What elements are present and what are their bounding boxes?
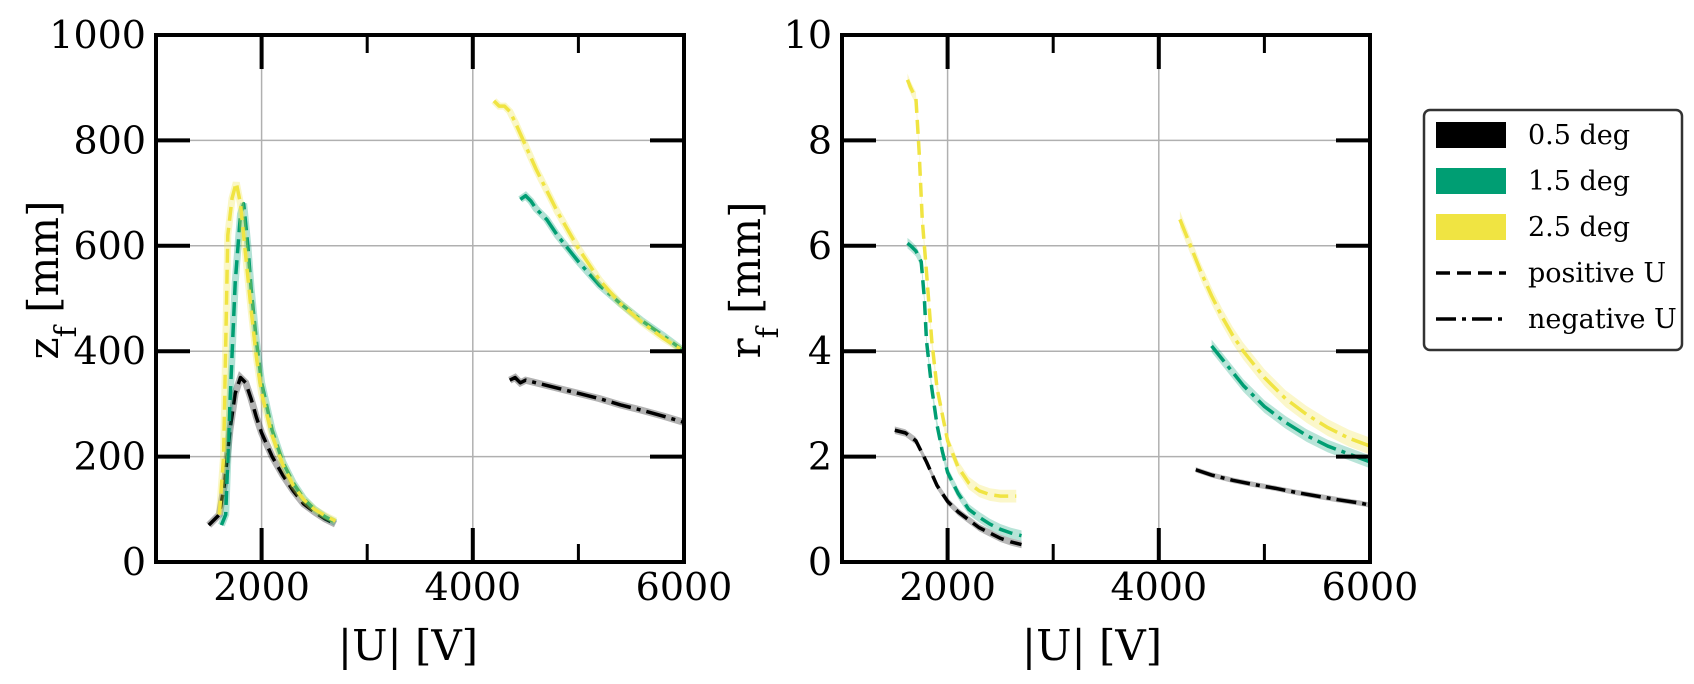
rf-series-15-positive-line [906, 241, 1022, 538]
zf-x-axis-label: |U| [V] [338, 621, 478, 670]
zf-y-axis-label-main: z [19, 337, 68, 359]
legend-item-0-5-deg-swatch [1436, 122, 1506, 148]
rf-series-15-negative-line [1210, 344, 1371, 464]
zf-ytick-label: 400 [73, 329, 146, 373]
rf-ytick-label: 6 [808, 224, 832, 268]
zf-y-axis-label-space [19, 313, 68, 326]
rf-series-05-negative-line [1195, 468, 1371, 507]
legend-item-1-5-deg-swatch [1436, 168, 1506, 194]
rf-xtick-label: 2000 [899, 565, 996, 609]
legend-item-0-5-deg-label: 0.5 deg [1528, 120, 1630, 151]
zf-series-group [206, 98, 687, 528]
zf-ytick-label: 200 [73, 435, 146, 479]
legend-item-2-5-deg-swatch [1436, 214, 1506, 240]
rf-ytick-label: 2 [808, 435, 832, 479]
legend-items: 0.5 deg 1.5 deg 2.5 deg positive U negative … [1436, 120, 1677, 335]
rf-ytick-label: 10 [784, 13, 832, 57]
rf-ytick-label: 4 [808, 329, 832, 373]
legend-item-2-5-deg-label: 2.5 deg [1528, 212, 1630, 243]
rf-ytick-label: 0 [808, 540, 832, 584]
rf-y-axis-label-unit: [mm] [721, 202, 770, 314]
legend-item-1-5-deg-label: 1.5 deg [1528, 166, 1630, 197]
rf-chart-panel: 2000 4000 6000 0 2 4 6 8 10 |U| [V] rf [mm] [721, 13, 1418, 670]
rf-series-group [894, 73, 1371, 549]
legend-item-positive-u-label: positive U [1528, 258, 1666, 289]
zf-y-axis-label-unit: [mm] [19, 200, 68, 312]
zf-xtick-label: 6000 [636, 565, 733, 609]
rf-series-25-positive-line [905, 79, 1017, 498]
legend-item-negative-u-label: negative U [1528, 304, 1677, 335]
zf-plot-frame [154, 33, 686, 564]
rf-grid [842, 34, 1371, 563]
rf-y-axis-label-space [721, 314, 770, 327]
rf-series-05-negative-band [1195, 467, 1370, 508]
rf-x-axis-label: |U| [V] [1022, 621, 1162, 670]
rf-ytick-label: 8 [808, 118, 832, 162]
zf-ytick-label: 1000 [49, 13, 146, 57]
rf-ticks: 2000 4000 6000 0 2 4 6 8 10 [784, 13, 1419, 609]
zf-series-15-positive-line [219, 201, 337, 526]
rf-series-05-positive-line [894, 428, 1022, 547]
zf-series-05-positive-line [207, 375, 337, 527]
zf-series-25-negative-line [492, 99, 685, 353]
zf-chart-panel: 2000 4000 6000 0 200 400 600 800 1000 |U| [V] zf… [19, 13, 732, 670]
rf-y-axis-label-main: r [721, 337, 770, 358]
zf-xtick-label: 4000 [424, 565, 521, 609]
zf-ytick-label: 0 [122, 540, 146, 584]
legend: 0.5 deg 1.5 deg 2.5 deg positive U negative … [1422, 108, 1684, 352]
rf-y-axis-label: rf [mm] [721, 202, 786, 359]
zf-ytick-label: 800 [73, 118, 146, 162]
zf-series-15-negative-line [519, 193, 686, 353]
zf-y-axis-label-sub: f [49, 324, 84, 337]
zf-series-05-negative-line [508, 375, 685, 425]
rf-y-axis-label-sub: f [751, 325, 786, 338]
zf-y-axis-label: zf [mm] [19, 200, 84, 359]
zf-ytick-label: 600 [73, 224, 146, 268]
rf-series-25-negative-line [1178, 218, 1371, 448]
zf-xtick-label: 2000 [213, 565, 310, 609]
rf-xtick-label: 4000 [1110, 565, 1207, 609]
zf-series-25-positive-line [217, 180, 337, 523]
rf-plot-frame [840, 33, 1372, 564]
rf-xtick-label: 6000 [1322, 565, 1419, 609]
